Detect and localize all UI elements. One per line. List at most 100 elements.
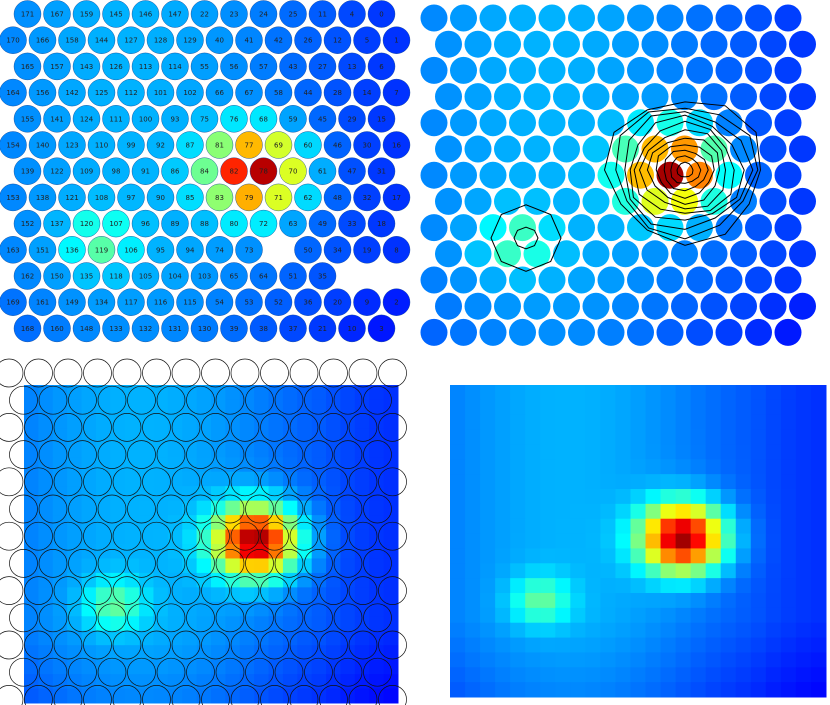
heatmap-cell <box>225 399 241 415</box>
heatmap-cell <box>795 563 812 579</box>
heatmap-cell <box>600 622 616 639</box>
heatmap-cell <box>52 659 68 675</box>
heatmap-cell <box>780 459 797 475</box>
heatmap-cell <box>450 637 466 653</box>
electrode-label: 39 <box>230 325 239 333</box>
heatmap-cell <box>540 548 556 564</box>
heatmap-cell <box>570 518 586 535</box>
electrode-dot <box>730 292 757 320</box>
heatmap-cell <box>690 622 707 639</box>
electrode-dot <box>641 240 669 268</box>
heatmap-cell <box>795 503 812 520</box>
heatmap-cell <box>690 637 707 653</box>
electrode-114: 114 <box>161 52 189 81</box>
heatmap-cell <box>383 544 399 559</box>
electrode-49: 49 <box>308 209 337 238</box>
heatmap-cell <box>124 413 140 429</box>
heatmap-cell <box>95 601 111 617</box>
heatmap-cell <box>38 630 54 646</box>
electrode-96: 96 <box>131 209 160 238</box>
electrode-12: 12 <box>323 26 352 54</box>
heatmap-cell <box>81 674 97 690</box>
heatmap-cell <box>24 587 39 603</box>
heatmap-cell <box>124 616 140 632</box>
heatmap-cell <box>239 442 255 458</box>
electrode-label: 84 <box>200 168 209 176</box>
electrode-dot <box>656 318 684 346</box>
electrode-67: 67 <box>235 78 263 107</box>
heatmap-cell <box>555 414 571 431</box>
heatmap-cell <box>124 500 140 516</box>
electrode-dot <box>509 161 536 189</box>
electrode-61: 61 <box>308 157 337 185</box>
heatmap-cell <box>196 544 212 559</box>
electrode-outline <box>319 576 348 605</box>
electrode-label: 152 <box>21 220 34 228</box>
electrode-92: 92 <box>146 131 175 159</box>
heatmap-cell <box>167 674 183 690</box>
electrode-label: 60 <box>304 142 313 150</box>
heatmap-cell <box>630 533 647 549</box>
electrode-26: 26 <box>294 26 322 54</box>
electrode-outline <box>68 385 97 415</box>
heatmap-outline-svg <box>0 358 407 705</box>
heatmap-cell <box>735 459 752 475</box>
heatmap-cell <box>196 659 212 675</box>
heatmap-cell <box>555 399 571 416</box>
electrode-label: 159 <box>80 11 93 19</box>
electrode-dot <box>553 30 580 58</box>
electrode-label: 47 <box>348 168 357 176</box>
heatmap-cell <box>480 578 496 594</box>
electrode-outline <box>378 413 407 442</box>
heatmap-cell <box>297 399 313 415</box>
heatmap-cell <box>139 558 154 574</box>
heatmap-cell <box>239 558 255 574</box>
heatmap-cell <box>765 399 782 416</box>
electrode-1: 1 <box>382 26 411 54</box>
heatmap-cell <box>124 385 140 400</box>
heatmap-cell <box>675 399 692 416</box>
electrode-label: 98 <box>112 168 121 176</box>
heatmap-cell <box>645 444 662 460</box>
heatmap-cell <box>282 486 298 502</box>
electrode-121: 121 <box>58 183 86 212</box>
electrode-dot <box>656 56 684 84</box>
heatmap-cell <box>795 682 812 698</box>
heatmap-cell <box>600 548 616 564</box>
heatmap-cell <box>24 601 39 617</box>
electrode-label: 102 <box>183 89 196 97</box>
heatmap-cell <box>780 563 797 579</box>
heatmap-cell <box>735 414 752 431</box>
electrode-dot <box>509 214 536 242</box>
electrode-outline <box>201 685 230 705</box>
heatmap-cell <box>510 607 526 624</box>
heatmap-cell <box>525 667 541 683</box>
contour-line <box>513 226 539 250</box>
electrode-dot <box>523 292 551 320</box>
heatmap-cell <box>765 429 782 445</box>
heatmap-cell <box>765 385 782 401</box>
heatmap-cell <box>765 533 782 549</box>
electrode-161: 161 <box>28 288 57 316</box>
heatmap-cell <box>326 385 341 400</box>
electrode-dot <box>627 4 654 32</box>
electrode-outline <box>289 358 319 388</box>
electrode-outline <box>274 440 304 469</box>
heatmap-cell <box>810 459 827 475</box>
electrode-label: 156 <box>36 89 50 97</box>
electrode-dot <box>612 30 639 58</box>
heatmap-cell <box>735 593 752 609</box>
heatmap-cell <box>465 622 481 639</box>
electrode-outline <box>215 603 245 633</box>
heatmap-cell <box>465 399 481 416</box>
electrode-dot <box>597 4 625 32</box>
electrode-162: 162 <box>13 262 42 290</box>
heatmap-cell <box>254 486 270 502</box>
heatmap-cell <box>282 385 298 400</box>
heatmap-cell <box>585 518 601 535</box>
heatmap-cell <box>369 428 385 444</box>
electrode-outline <box>24 685 53 705</box>
electrode-label: 133 <box>109 325 122 333</box>
electrode-outline <box>215 549 245 578</box>
heatmap-cell <box>95 385 111 400</box>
